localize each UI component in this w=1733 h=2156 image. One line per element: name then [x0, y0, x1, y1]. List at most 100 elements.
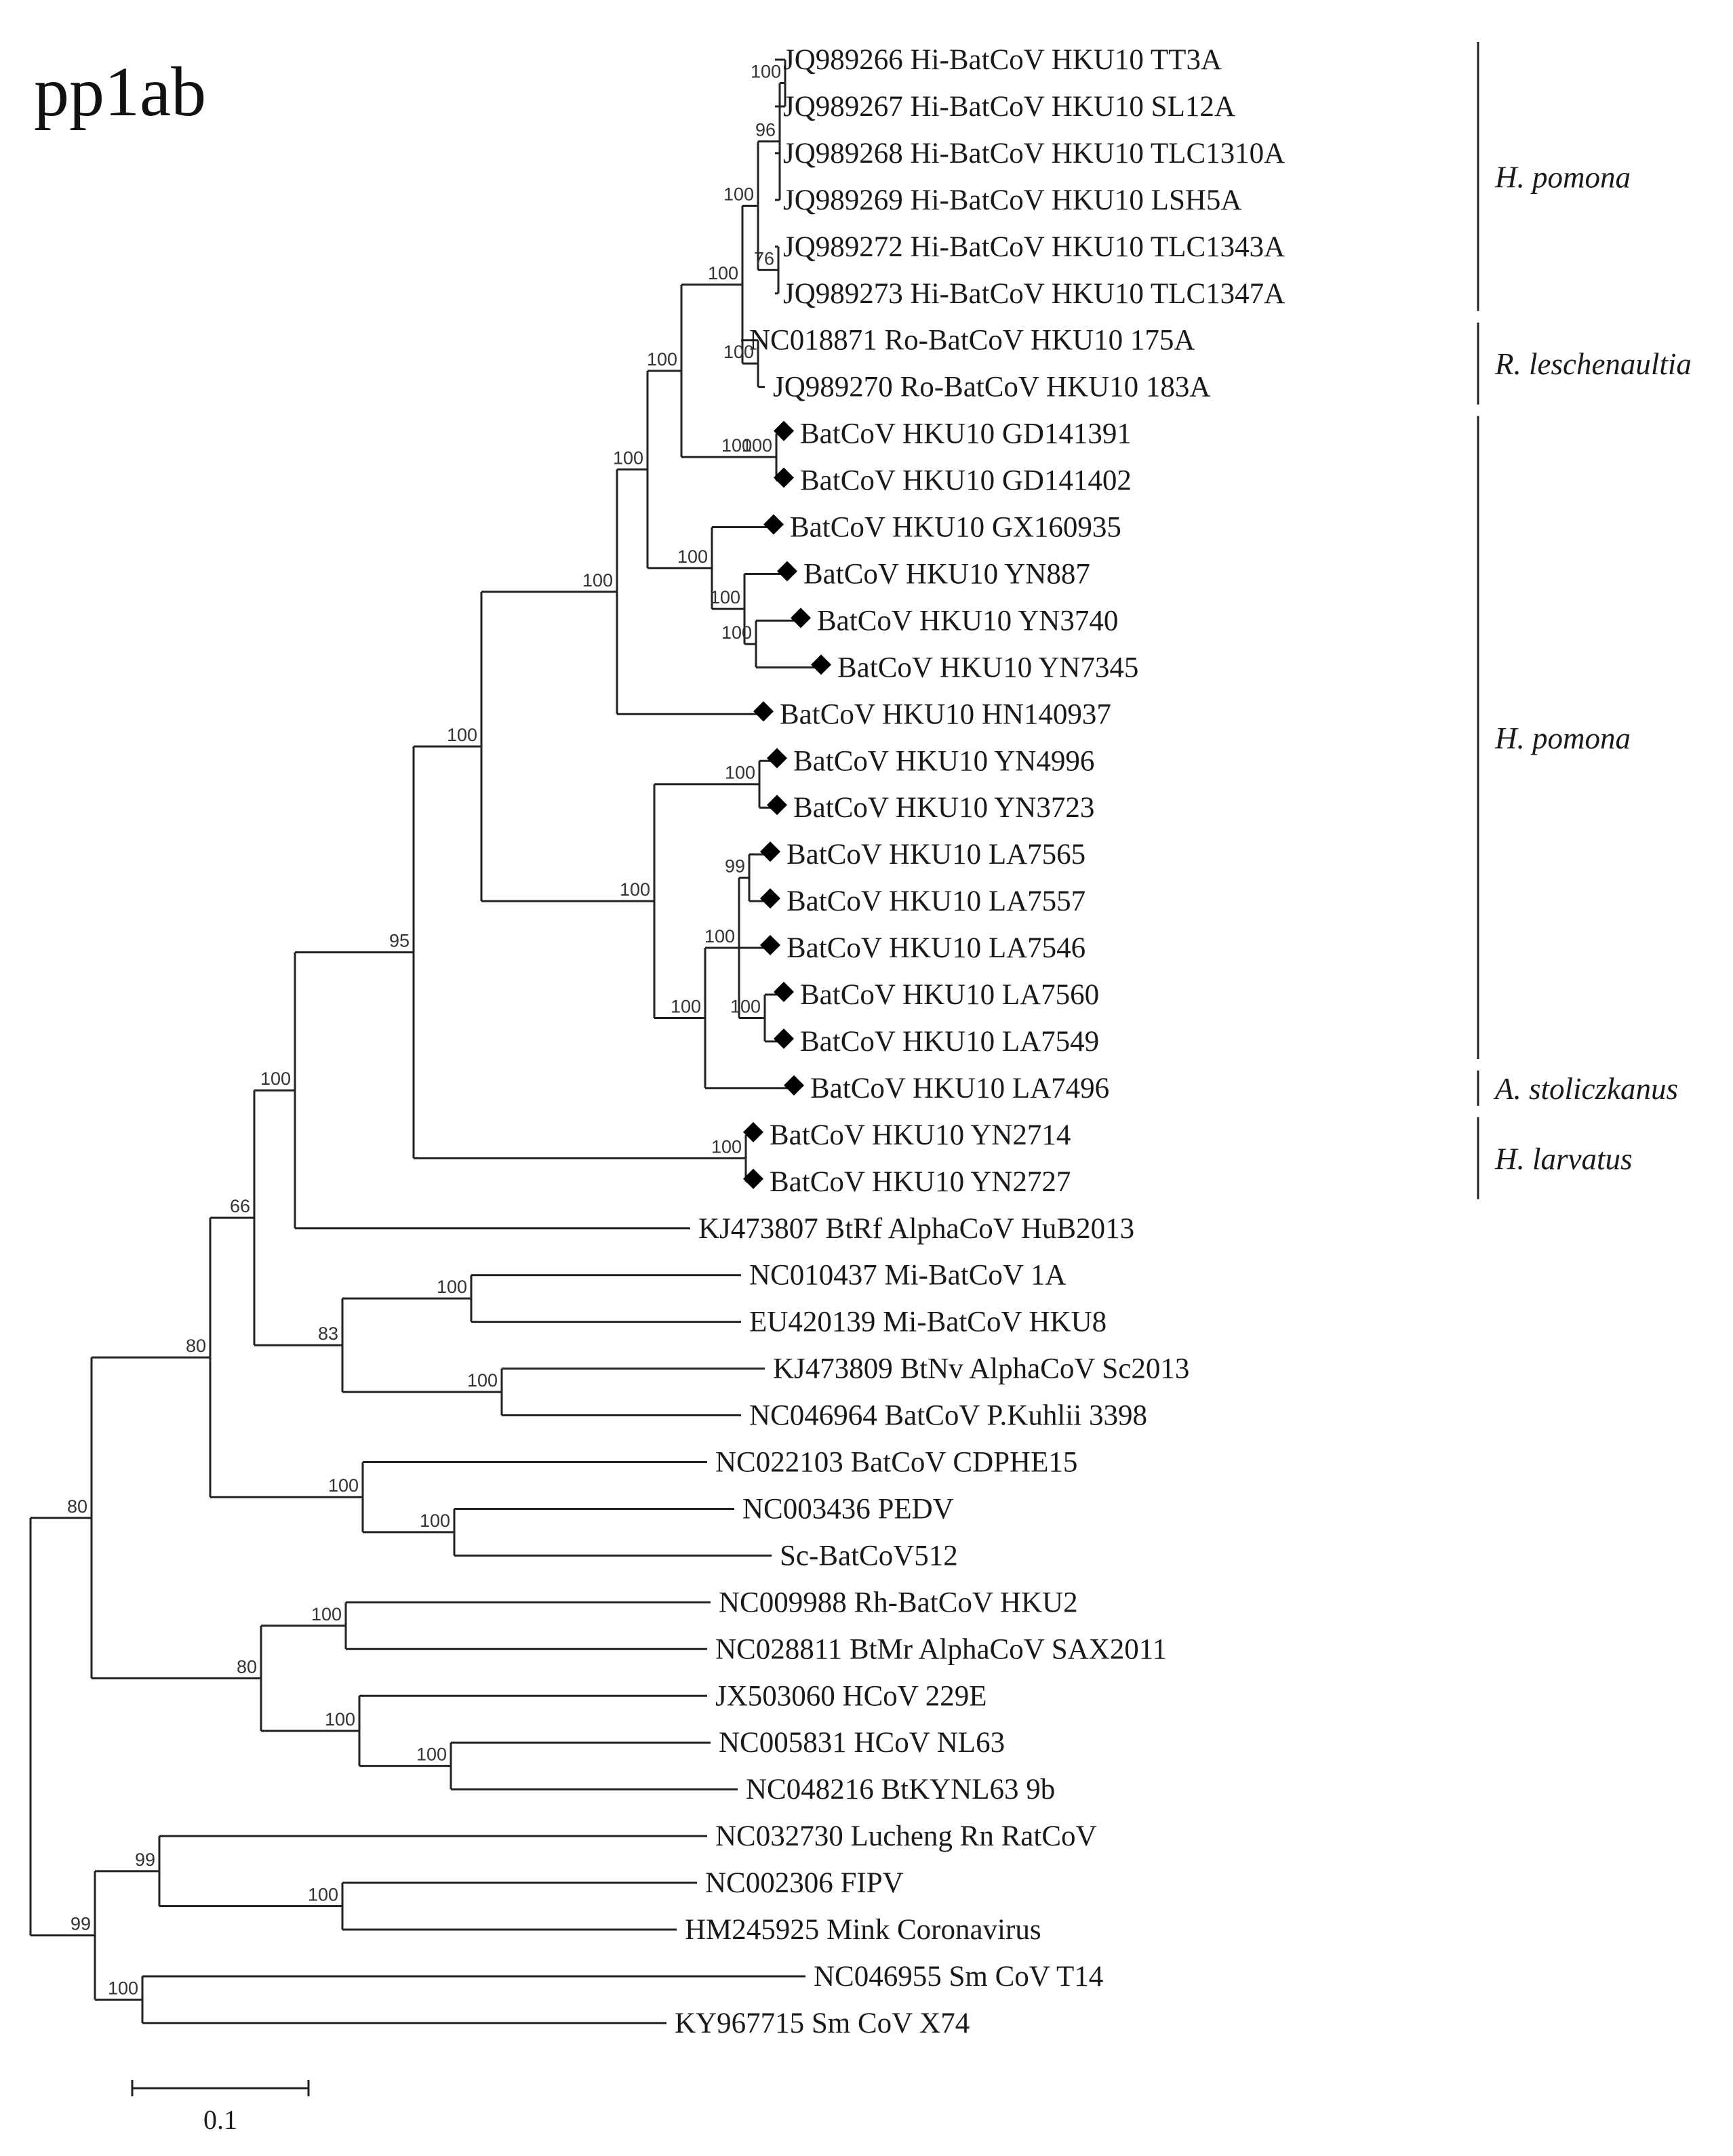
leaf-label: BatCoV HKU10 LA7560 [800, 979, 1099, 1011]
leaf-label: Sc-BatCoV512 [780, 1540, 958, 1572]
bootstrap-value: 83 [318, 1323, 338, 1344]
leaf-label: NC002306 FIPV [705, 1867, 904, 1899]
leaf-label: JQ989268 Hi-BatCoV HKU10 TLC1310A [783, 138, 1285, 169]
leaf-label: KY967715 Sm CoV X74 [675, 2008, 970, 2039]
bootstrap-value: 100 [620, 879, 650, 900]
leaf-label: BatCoV HKU10 YN4996 [793, 745, 1094, 777]
leaf-label: BatCoV HKU10 YN3723 [793, 792, 1094, 824]
bootstrap-value: 100 [308, 1885, 338, 1905]
scale-bar: 0.1 [131, 2080, 310, 2135]
bootstrap-value: 66 [230, 1196, 250, 1216]
leaf-label: NC010437 Mi-BatCoV 1A [749, 1260, 1066, 1292]
leaf-label: EU420139 Mi-BatCoV HKU8 [749, 1306, 1107, 1338]
sample-marker-diamond [777, 561, 797, 582]
bootstrap-value: 80 [67, 1496, 87, 1517]
leaf-label: JQ989272 Hi-BatCoV HKU10 TLC1343A [783, 231, 1285, 263]
figure-title: pp1ab [34, 53, 206, 131]
bootstrap-value: 99 [71, 1914, 91, 1934]
leaf-label: BatCoV HKU10 GD141391 [800, 418, 1132, 450]
sample-marker-diamond [774, 467, 794, 488]
leaf-label: KJ473809 BtNv AlphaCoV Sc2013 [773, 1353, 1189, 1385]
leaf-label: JQ989269 Hi-BatCoV HKU10 LSH5A [783, 184, 1241, 216]
bootstrap-value: 100 [725, 763, 755, 783]
bootstrap-value: 100 [328, 1475, 359, 1496]
sample-marker-diamond [767, 795, 787, 816]
leaf-label: NC048216 BtKYNL63 9b [746, 1774, 1055, 1805]
leaf-label: BatCoV HKU10 LA7546 [786, 932, 1085, 964]
bootstrap-value: 76 [754, 248, 774, 268]
bootstrap-value: 100 [671, 996, 701, 1016]
group-label: H. larvatus [1494, 1142, 1633, 1176]
group-label: H. pomona [1494, 160, 1631, 194]
leaf-label: JQ989270 Ro-BatCoV HKU10 183A [773, 372, 1210, 403]
bootstrap-value: 100 [704, 926, 735, 946]
leaf-label: NC046964 BatCoV P.Kuhlii 3398 [749, 1400, 1147, 1432]
leaf-label: BatCoV HKU10 YN887 [803, 558, 1090, 590]
bootstrap-value: 100 [108, 1978, 138, 1998]
leaf-label: JQ989267 Hi-BatCoV HKU10 SL12A [783, 91, 1235, 123]
bootstrap-value: 100 [723, 342, 754, 362]
sample-marker-diamond [760, 841, 780, 862]
leaf-label: BatCoV HKU10 LA7496 [810, 1073, 1109, 1104]
leaf-label: NC003436 PEDV [742, 1493, 954, 1525]
leaf-label: BatCoV HKU10 YN7345 [837, 652, 1138, 683]
bootstrap-value: 100 [447, 725, 477, 745]
bootstrap-value: 99 [725, 856, 745, 877]
bootstrap-value: 100 [742, 435, 772, 456]
bootstrap-value: 100 [467, 1370, 498, 1391]
sample-marker-diamond [774, 1028, 794, 1049]
bootstrap-value: 100 [677, 546, 708, 567]
bootstrap-value: 100 [613, 447, 643, 468]
bootstrap-value: 100 [708, 263, 738, 283]
bootstrap-value: 100 [710, 587, 740, 607]
sample-marker-diamond [743, 1121, 763, 1142]
bootstrap-value: 100 [730, 996, 761, 1016]
sample-marker-diamond [743, 1168, 763, 1189]
bootstrap-value: 100 [437, 1277, 467, 1297]
bootstrap-value: 100 [711, 1136, 742, 1157]
leaf-label: JX503060 HCoV 229E [715, 1680, 987, 1712]
bootstrap-value: 100 [582, 570, 613, 591]
bootstrap-value: 100 [311, 1604, 342, 1624]
leaf-label: BatCoV HKU10 YN2714 [770, 1119, 1071, 1151]
leaf-label: BatCoV HKU10 LA7565 [786, 839, 1085, 871]
leaf-label: NC018871 Ro-BatCoV HKU10 175A [749, 325, 1195, 357]
sample-marker-diamond [763, 514, 784, 535]
leaf-label: NC005831 HCoV NL63 [719, 1727, 1005, 1759]
sample-marker-diamond [753, 701, 774, 722]
bootstrap-values: 1009676100100100100100100100100100100100… [67, 61, 781, 1998]
bootstrap-value: 100 [647, 349, 677, 370]
bootstrap-value: 100 [721, 622, 752, 643]
leaf-label: NC028811 BtMr AlphaCoV SAX2011 [715, 1633, 1167, 1665]
leaf-label: KJ473807 BtRf AlphaCoV HuB2013 [698, 1213, 1134, 1245]
sample-marker-diamond [760, 935, 780, 956]
leaf-label: HM245925 Mink Coronavirus [685, 1914, 1041, 1946]
leaf-label: NC022103 BatCoV CDPHE15 [715, 1447, 1077, 1479]
tree-leaves: JQ989266 Hi-BatCoV HKU10 TT3A JQ989267 Hi… [675, 44, 1285, 2039]
sample-marker-diamond [774, 420, 794, 441]
scale-bar-label: 0.1 [203, 2104, 237, 2135]
leaf-label: BatCoV HKU10 HN140937 [780, 698, 1111, 730]
sample-marker-diamond [760, 888, 780, 909]
sample-marker-diamond [791, 607, 811, 628]
bootstrap-value: 80 [186, 1336, 206, 1356]
leaf-label: BatCoV HKU10 GX160935 [790, 512, 1121, 544]
sample-marker-diamond [811, 654, 831, 675]
leaf-label: NC009988 Rh-BatCoV HKU2 [719, 1586, 1078, 1618]
leaf-label: BatCoV HKU10 LA7557 [786, 885, 1085, 917]
leaf-label: NC046955 Sm CoV T14 [814, 1961, 1103, 1993]
bootstrap-value: 100 [420, 1511, 450, 1531]
tree-branches [29, 58, 816, 2024]
bootstrap-value: 96 [755, 120, 776, 140]
bootstrap-value: 100 [751, 61, 781, 81]
bootstrap-value: 99 [135, 1850, 155, 1870]
leaf-label: JQ989266 Hi-BatCoV HKU10 TT3A [783, 44, 1222, 76]
sample-marker-diamond [784, 1075, 804, 1096]
leaf-label: BatCoV HKU10 YN3740 [817, 605, 1118, 637]
leaf-label: BatCoV HKU10 YN2727 [770, 1166, 1071, 1198]
sample-marker-diamond [767, 748, 787, 769]
bootstrap-value: 100 [325, 1709, 355, 1730]
bootstrap-value: 100 [721, 435, 752, 456]
bootstrap-value: 95 [389, 931, 410, 951]
